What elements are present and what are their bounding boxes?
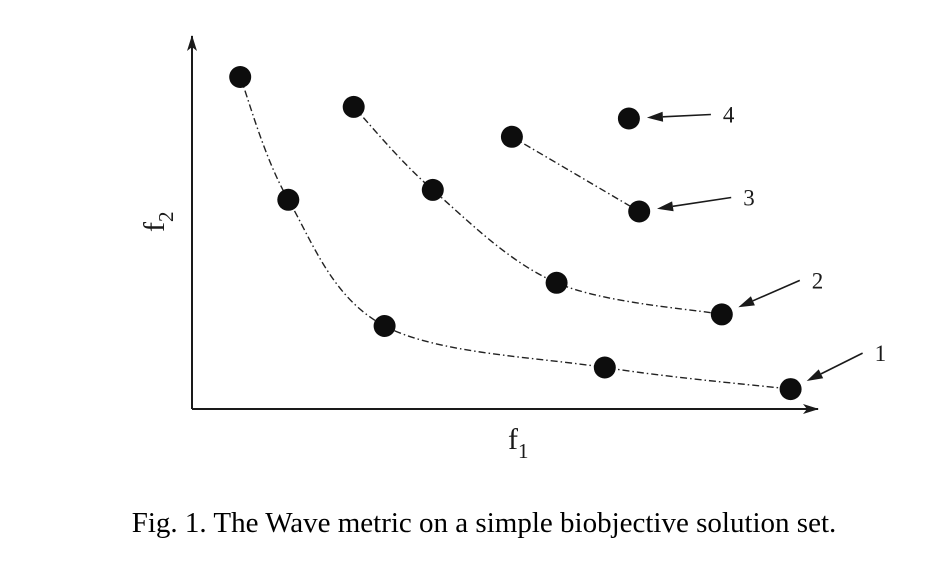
front-3-label: 3 xyxy=(743,186,755,211)
front-2-point-1 xyxy=(342,95,365,118)
y-axis-label-sub: 2 xyxy=(154,212,178,223)
front-3-point-1 xyxy=(500,125,523,148)
front-2-pointer-arrowhead xyxy=(738,296,755,308)
front-1-pointer-arrowhead xyxy=(806,369,824,381)
front-1-point-5 xyxy=(779,378,802,401)
front-4-label: 4 xyxy=(723,103,735,128)
axes xyxy=(187,35,819,414)
front-2-pointer-line xyxy=(752,279,801,302)
front-3-point-2 xyxy=(628,200,651,223)
front-4-point-1 xyxy=(617,107,640,130)
x-axis-label-base: f xyxy=(508,423,518,456)
front-1-pointer-line xyxy=(820,352,863,375)
y-axis-label: f2 xyxy=(138,212,178,233)
front-2-point-2 xyxy=(421,178,444,201)
y-axis-label-base: f xyxy=(138,222,171,232)
x-axis-label-sub: 1 xyxy=(518,439,529,463)
front-1-point-4 xyxy=(593,356,616,379)
front-2-label: 2 xyxy=(812,268,824,293)
front-2-point-4 xyxy=(710,303,733,326)
front-4-pointer-line xyxy=(662,113,711,118)
x-axis-label: f1 xyxy=(508,423,529,463)
front-1-curve xyxy=(239,76,791,390)
solution-points xyxy=(229,66,802,401)
front-2-point-3 xyxy=(545,271,568,294)
front-curves xyxy=(239,76,791,390)
front-3-pointer-line xyxy=(672,196,732,208)
front-1-point-3 xyxy=(373,315,396,337)
front-3-pointer-arrowhead xyxy=(657,201,674,212)
front-1-label: 1 xyxy=(875,341,887,366)
front-pointers: 1 2 3 4 xyxy=(646,103,887,381)
figure-caption: Fig. 1. The Wave metric on a simple biob… xyxy=(132,507,837,539)
front-4-pointer-arrowhead xyxy=(646,111,664,122)
front-1-point-2 xyxy=(277,188,300,211)
front-1-point-1 xyxy=(229,66,252,88)
front-3-curve xyxy=(511,136,640,213)
front-2-curve xyxy=(353,106,722,316)
